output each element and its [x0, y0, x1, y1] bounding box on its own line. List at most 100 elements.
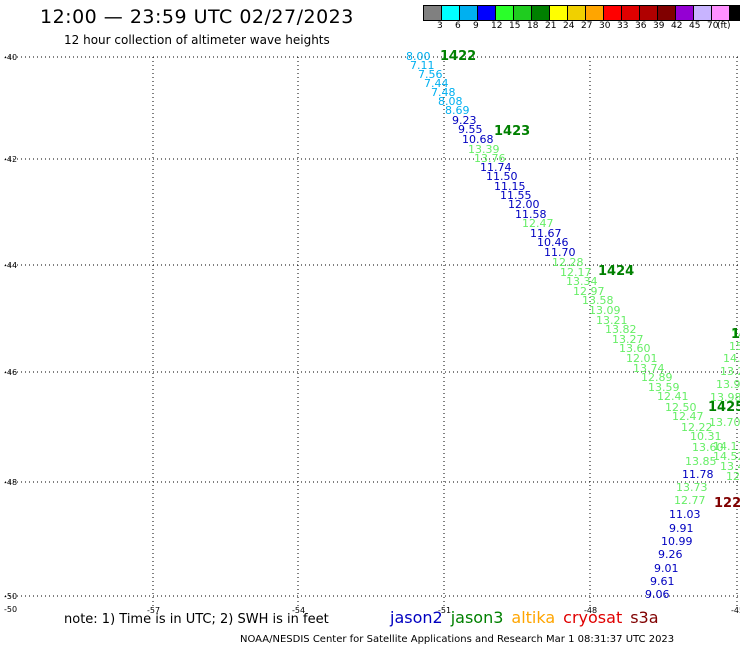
map-gridlines — [5, 56, 740, 606]
legend-jason3: jason3 — [450, 608, 504, 627]
colorbar-label: 21 — [545, 21, 557, 31]
wave-height-value: 12.89 — [641, 371, 673, 384]
colorbar-label: 6 — [455, 21, 461, 31]
colorbar-swatch — [478, 6, 496, 20]
wave-height-value: 8.69 — [445, 104, 470, 117]
wave-height-value: 8.08 — [438, 95, 463, 108]
longitude-label: -51 — [438, 606, 451, 615]
wave-height-value: 12.47 — [522, 217, 554, 230]
wave-height-value: 7.11 — [410, 59, 435, 72]
colorbar-swatch — [694, 6, 712, 20]
colorbar-swatch — [676, 6, 694, 20]
colorbar-label: 30 — [599, 21, 611, 31]
colorbar-label: 39 — [653, 21, 665, 31]
wave-height-value: 13.98 — [710, 391, 740, 404]
wave-height-value: 13.60 — [692, 441, 724, 454]
latitude-label: -42 — [4, 155, 17, 164]
pass-time-label: 122 — [714, 496, 740, 511]
wave-height-value: 12. — [726, 470, 740, 483]
wave-height-value: 11.74 — [480, 161, 512, 174]
satellite-legend: jason2 jason3 altika cryosat s3a — [390, 608, 667, 627]
credit-line: NOAA/NESDIS Center for Satellite Applica… — [240, 634, 675, 645]
colorbar-swatch — [730, 6, 740, 20]
time-labels: 1422 1423 1424 1425 14 122 — [440, 49, 740, 511]
wave-height-value: 11.58 — [515, 208, 547, 221]
colorbar-label: 45 — [689, 21, 701, 31]
colorbar-label: 18 — [527, 21, 539, 31]
wave-height-value: 11.67 — [530, 227, 562, 240]
wave-height-value: 13.70 — [709, 416, 740, 429]
colorbar-labels: 3 6 9 12 15 18 21 24 27 30 33 36 39 42 45 70 (ft) — [423, 21, 740, 33]
wave-height-value: 11.50 — [486, 170, 518, 183]
pass-time-label: 14 — [731, 327, 740, 342]
colorbar-label: 42 — [671, 21, 683, 31]
wave-height-value: 13.2 — [720, 365, 740, 378]
wave-height-value: 12.00 — [508, 198, 540, 211]
wave-height-value: 9.61 — [650, 575, 675, 588]
wave-height-value: 10.46 — [537, 236, 569, 249]
wave-height-value: 13.73 — [676, 481, 708, 494]
wave-height-value: 12.22 — [681, 421, 713, 434]
colorbar-swatch — [514, 6, 532, 20]
wave-height-value: 13.4 — [720, 460, 740, 473]
wave-height-value: 12.77 — [674, 494, 706, 507]
colorbar-swatch — [586, 6, 604, 20]
wave-height-value: 9.91 — [669, 522, 694, 535]
wave-height-value: 13.96 — [716, 378, 740, 391]
wave-height-colorbar — [423, 5, 740, 21]
wave-height-value: 11.55 — [500, 189, 532, 202]
wave-height-value: 13.82 — [605, 323, 637, 336]
colorbar-label: 70 — [707, 21, 719, 31]
colorbar-swatch — [424, 6, 442, 20]
wave-height-value: 9.55 — [458, 123, 483, 136]
pass-time-label: 1422 — [440, 49, 476, 64]
longitude-label: -57 — [147, 606, 160, 615]
colorbar-swatch — [550, 6, 568, 20]
wave-height-value: 13.85 — [685, 455, 717, 468]
colorbar-swatch — [442, 6, 460, 20]
wave-height-value: 14.52 — [713, 450, 740, 463]
legend-jason2: jason2 — [390, 608, 443, 627]
colorbar-swatch — [640, 6, 658, 20]
wave-height-value: 7.44 — [424, 77, 449, 90]
wave-height-value: 14. — [731, 328, 740, 341]
colorbar-label: 36 — [635, 21, 647, 31]
wave-height-value: 9.01 — [654, 562, 679, 575]
colorbar-swatch — [622, 6, 640, 20]
wave-height-value: 13.09 — [589, 304, 621, 317]
longitude-label: -48 — [584, 606, 597, 615]
wave-height-value: 13.34 — [566, 275, 598, 288]
wave-height-value: 9.06 — [645, 588, 670, 601]
wave-height-value: 11.70 — [544, 246, 576, 259]
latitude-label: -44 — [4, 261, 17, 270]
map-axis-labels: -40 -42 -44 -46 -48 -50 -50 -57 -54 -51 -48 -45 — [4, 53, 740, 615]
wave-height-value: 7.56 — [418, 68, 443, 81]
colorbar-swatch — [604, 6, 622, 20]
wave-height-value: 13.27 — [612, 333, 644, 346]
pass-time-label: 1423 — [494, 124, 530, 139]
longitude-label: -54 — [292, 606, 305, 615]
colorbar-label: 12 — [491, 21, 503, 31]
colorbar-swatch — [712, 6, 730, 20]
wave-height-value: 10.68 — [462, 133, 494, 146]
legend-s3a: s3a — [630, 608, 659, 627]
wave-height-value: 7.48 — [431, 86, 456, 99]
latitude-label: -48 — [4, 478, 17, 487]
latitude-label: -50 — [4, 592, 17, 601]
colorbar-label: 15 — [509, 21, 521, 31]
wave-height-value: 12.28 — [552, 256, 584, 269]
wave-height-value: 9.26 — [658, 548, 683, 561]
latitude-label: -50 — [4, 605, 17, 614]
wave-height-value: 12.41 — [657, 390, 689, 403]
colorbar-label: 27 — [581, 21, 593, 31]
wave-height-value: 14.17 — [713, 440, 740, 453]
altimeter-track-values: 8.007.117.567.447.488.088.699.239.5510.6… — [406, 50, 740, 601]
pass-time-label: 1425 — [708, 400, 740, 415]
colorbar-label: (ft) — [717, 21, 731, 31]
wave-height-value: 13.59 — [648, 381, 680, 394]
wave-height-value: 13.39 — [468, 143, 500, 156]
latitude-label: -40 — [4, 53, 17, 62]
wave-height-value: 11.15 — [494, 180, 526, 193]
wave-height-value: 12.01 — [626, 352, 658, 365]
